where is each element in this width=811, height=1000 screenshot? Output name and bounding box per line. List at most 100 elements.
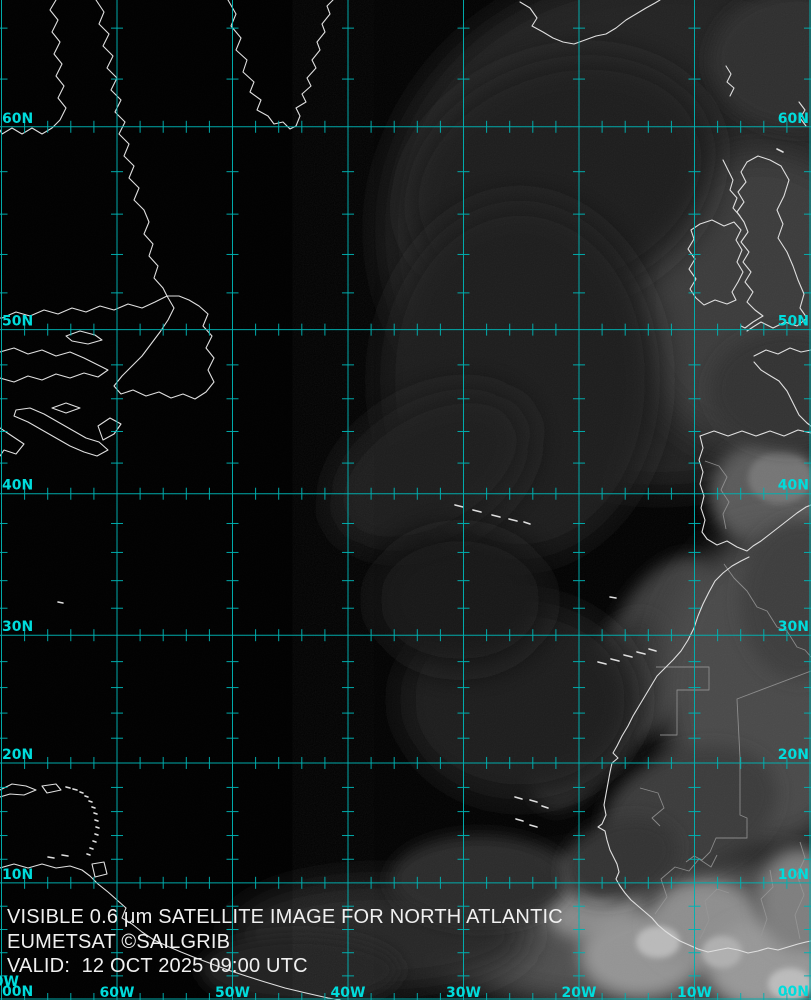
lat-label-30N-left: 30N bbox=[2, 619, 33, 635]
lat-label-60N-left: 60N bbox=[2, 111, 33, 127]
coastline-iberia-south-coast bbox=[706, 504, 811, 552]
coastline-portugal-west-coast bbox=[698, 435, 708, 540]
caption-block: VISIBLE 0.6 μm SATELLITE IMAGE FOR NORTH… bbox=[7, 905, 563, 979]
coastline-greenland bbox=[227, 0, 334, 130]
island-mark-lesser-antilles bbox=[93, 812, 98, 815]
island-mark-orkney bbox=[776, 148, 784, 153]
island-mark-canary-islands bbox=[610, 658, 620, 662]
border-mauritania-mali-border bbox=[685, 670, 811, 863]
lat-label-20N-right: 20N bbox=[778, 747, 809, 763]
lat-label-40N-left: 40N bbox=[2, 478, 33, 494]
island-mark-cape-verde-islands bbox=[529, 824, 538, 828]
lat-label-00N-right: 00N bbox=[778, 984, 809, 1000]
island-mark-lesser-antilles bbox=[72, 788, 78, 791]
island-mark-cape-verde-islands bbox=[515, 818, 524, 822]
lat-label-10N-left: 10N bbox=[2, 867, 33, 883]
grain-texture bbox=[0, 0, 340, 1000]
caption-credit: EUMETSAT ©SAILGRIB bbox=[7, 930, 231, 953]
island-mark-lesser-antilles bbox=[89, 847, 94, 850]
lon-label-40W: 40W bbox=[331, 985, 366, 1000]
island-mark-azores bbox=[472, 509, 482, 513]
island-mark-madeira bbox=[609, 596, 617, 599]
island-mark-cape-verde-islands bbox=[529, 799, 538, 803]
lat-label-50N-left: 50N bbox=[2, 314, 33, 330]
island-mark-lesser-antilles bbox=[94, 833, 99, 836]
caption-title: VISIBLE 0.6 μm SATELLITE IMAGE FOR NORTH… bbox=[7, 906, 563, 928]
island-mark-lesser-antilles bbox=[84, 795, 89, 798]
lat-label-10N-right: 10N bbox=[778, 867, 809, 883]
coastline-faroe-islands bbox=[725, 65, 735, 97]
coastline-south-america-coast bbox=[0, 863, 341, 1000]
island-mark-bermuda bbox=[57, 601, 64, 604]
island-mark-venezuela-islands bbox=[47, 856, 55, 859]
lat-label-30N-right: 30N bbox=[778, 619, 809, 635]
caption-valid-time: VALID: 12 OCT 2025 09:00 UTC bbox=[7, 955, 308, 977]
lon-label-50W: 50W bbox=[215, 985, 250, 1000]
coastline-britain-east-coast bbox=[746, 155, 808, 332]
lat-label-60N-right: 60N bbox=[778, 111, 809, 127]
lat-label-20N-left: 20N bbox=[2, 747, 33, 763]
coastline-nova-scotia bbox=[13, 407, 109, 457]
island-mark-lesser-antilles bbox=[92, 840, 97, 843]
border-ivorycoast-ghana-border bbox=[759, 869, 774, 940]
border-portugal-spain-border bbox=[704, 460, 730, 530]
coastline-britain-west-coast bbox=[736, 161, 764, 329]
coastline-hispaniola-east bbox=[0, 783, 37, 798]
island-mark-lesser-antilles bbox=[94, 819, 99, 822]
island-mark-canary-islands bbox=[636, 651, 646, 655]
coordinate-label-layer: 60N 60N 50N 50N 40N 40N 30N 30N 20N 20N 10N 10N 00N 0… bbox=[0, 111, 809, 1000]
island-mark-cape-verde-islands bbox=[541, 805, 549, 809]
border-ghana-togo-border bbox=[794, 841, 806, 940]
coastline-africa-west-coast bbox=[597, 556, 811, 954]
coastline-shetland-islands bbox=[798, 101, 807, 127]
island-mark-lesser-antilles bbox=[65, 786, 71, 789]
island-mark-canary-islands bbox=[648, 648, 657, 652]
island-mark-cape-verde-islands bbox=[514, 796, 523, 800]
island-mark-azores bbox=[491, 514, 501, 518]
border-liberia-ivorycoast-border bbox=[699, 888, 730, 940]
coastline-ireland bbox=[687, 219, 744, 306]
coastline-puerto-rico bbox=[41, 783, 62, 794]
coastline-baffin-coast bbox=[0, 0, 67, 135]
island-mark-canary-islands bbox=[597, 661, 607, 665]
lat-label-50N-right: 50N bbox=[778, 314, 809, 330]
island-mark-venezuela-islands bbox=[61, 854, 69, 857]
border-senegal-mali-border bbox=[639, 787, 665, 827]
coastline-gaspe-st-lawrence bbox=[0, 347, 109, 383]
lon-label-20W: 20W bbox=[562, 985, 597, 1000]
island-mark-azores bbox=[523, 521, 531, 525]
border-western-sahara-border bbox=[656, 666, 710, 736]
coastline-outer-hebrides bbox=[722, 159, 741, 217]
lon-label-60W: 60W bbox=[100, 985, 135, 1000]
island-mark-lesser-antilles bbox=[91, 806, 96, 809]
country-border-layer bbox=[639, 460, 811, 940]
border-guinea-borders bbox=[654, 854, 718, 915]
island-mark-lesser-antilles bbox=[95, 826, 100, 829]
coastline-france-channel-coast bbox=[753, 347, 811, 357]
coastline-iberia-north-coast bbox=[699, 429, 811, 437]
lon-label-10W: 10W bbox=[677, 985, 712, 1000]
border-morocco-algeria-border bbox=[723, 563, 811, 658]
island-mark-azores bbox=[454, 504, 464, 508]
coastline-quebec-north-shore bbox=[0, 295, 168, 319]
island-mark-lesser-antilles bbox=[79, 791, 84, 794]
island-mark-azores bbox=[508, 518, 518, 522]
coastline-anticosti-island bbox=[65, 330, 103, 345]
lat-label-40N-right: 40N bbox=[778, 478, 809, 494]
coastline-prince-edward-island bbox=[51, 402, 81, 414]
lon-label-70W: 70W bbox=[0, 974, 19, 990]
coastline-newfoundland bbox=[113, 295, 215, 400]
coastline-labrador-coast bbox=[95, 0, 168, 297]
island-mark-lesser-antilles bbox=[88, 800, 93, 803]
coastline-maine-coast bbox=[0, 427, 25, 457]
island-mark-lesser-antilles bbox=[86, 853, 91, 856]
island-mark-canary-islands bbox=[623, 654, 633, 658]
coastline-iceland bbox=[519, 0, 661, 45]
lon-label-30W: 30W bbox=[446, 985, 481, 1000]
coastline-trinidad bbox=[91, 861, 108, 878]
